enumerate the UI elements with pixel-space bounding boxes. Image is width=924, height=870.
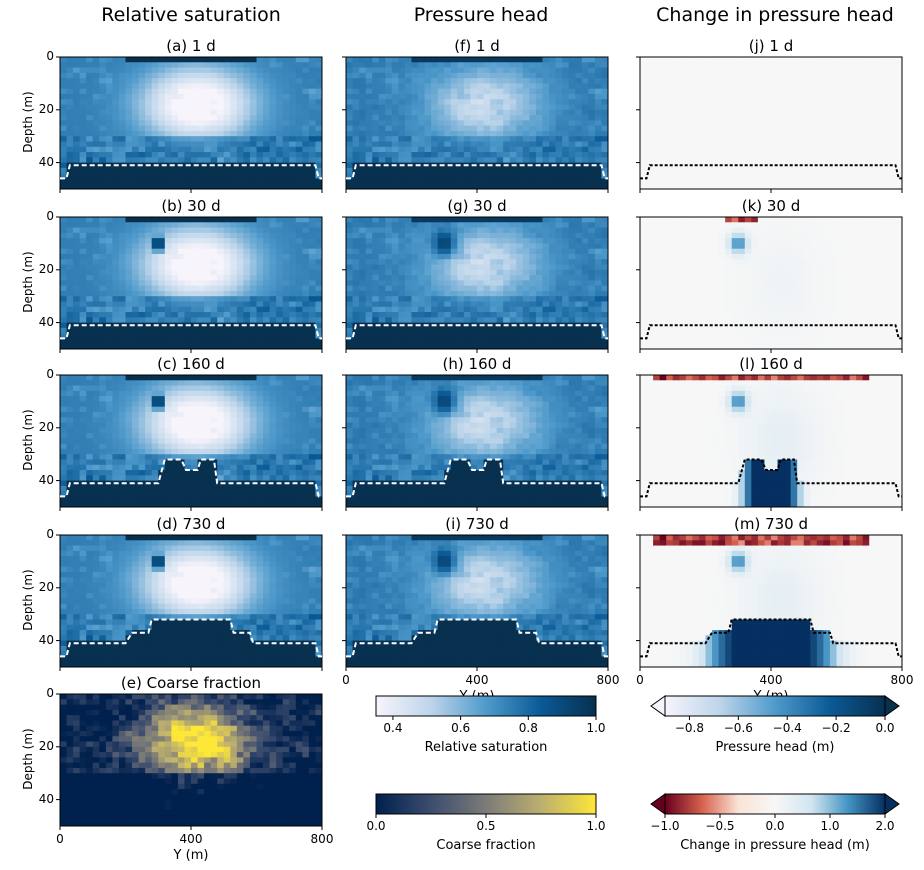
y-tick-label: 40 bbox=[38, 632, 54, 647]
colorbar-tick-label: −0.2 bbox=[821, 721, 851, 735]
colorbar-tick-label: 0.0 bbox=[875, 721, 895, 735]
colorbar-label-coarse: Coarse fraction bbox=[436, 838, 536, 853]
panel-d bbox=[60, 535, 323, 668]
boundary-line-j bbox=[640, 164, 902, 180]
colorbar-tick-label: 0.8 bbox=[518, 721, 538, 735]
panel-title-e: (e) Coarse fraction bbox=[120, 674, 262, 692]
colorbar-extend-low bbox=[650, 793, 666, 815]
panel-m bbox=[640, 535, 903, 668]
y-tick-label: 0 bbox=[46, 686, 54, 700]
boundary-line-m bbox=[640, 618, 902, 658]
colorbar-tick-label: −0.5 bbox=[705, 819, 735, 833]
column-header-pressure: Pressure head bbox=[413, 4, 549, 26]
boundary-line-d bbox=[60, 618, 322, 658]
boundary-line-g bbox=[346, 324, 608, 340]
panel-g bbox=[346, 217, 609, 350]
boundary-line-h bbox=[346, 458, 608, 498]
x-tick-label: 800 bbox=[596, 673, 620, 687]
colorbar-tick-label: −1.0 bbox=[650, 819, 680, 833]
colorbar-tick-label: −0.8 bbox=[674, 721, 704, 735]
colorbar-change bbox=[650, 793, 900, 815]
y-tick-label: 40 bbox=[38, 314, 54, 329]
boundary-line-c bbox=[60, 458, 322, 498]
x-tick-label: 0 bbox=[342, 673, 350, 687]
x-tick-label: 400 bbox=[179, 832, 203, 846]
panel-title-j: (j) 1 d bbox=[748, 37, 794, 55]
x-tick-label: 800 bbox=[310, 832, 334, 846]
colorbar-label-change: Change in pressure head (m) bbox=[680, 838, 870, 853]
panel-title-m: (m) 730 d bbox=[733, 515, 808, 533]
colorbar-tick-label: 0.4 bbox=[383, 721, 403, 735]
y-tick-label: 40 bbox=[38, 472, 54, 487]
colorbar-tick-label: −0.4 bbox=[772, 721, 802, 735]
boundary-line-i bbox=[346, 618, 608, 658]
colorbar-tick-label: 0.0 bbox=[765, 819, 785, 833]
y-tick-label: 20 bbox=[38, 579, 54, 594]
x-tick-label: 800 bbox=[890, 673, 914, 687]
panel-c bbox=[60, 375, 323, 508]
panel-title-h: (h) 160 d bbox=[442, 355, 512, 373]
boundary-line-l bbox=[640, 458, 902, 498]
colorbar-pressure bbox=[650, 695, 900, 717]
x-tick-label: 400 bbox=[759, 673, 783, 687]
panel-title-b: (b) 30 d bbox=[161, 197, 221, 215]
panel-a bbox=[60, 57, 323, 190]
y-tick-label: 0 bbox=[46, 209, 54, 223]
panel-i bbox=[346, 535, 609, 668]
panel-title-a: (a) 1 d bbox=[166, 37, 216, 55]
y-tick-label: 40 bbox=[38, 791, 54, 806]
colorbar-tick-label: 0.0 bbox=[366, 819, 386, 833]
x-tick-label: 400 bbox=[465, 673, 489, 687]
y-tick-label: 20 bbox=[38, 738, 54, 753]
panel-title-k: (k) 30 d bbox=[741, 197, 801, 215]
panel-b bbox=[60, 217, 323, 350]
y-tick-label: 20 bbox=[38, 101, 54, 116]
colorbar-tick-label: 1.0 bbox=[586, 721, 606, 735]
y-tick-label: 20 bbox=[38, 419, 54, 434]
colorbar-saturation bbox=[375, 695, 597, 717]
colorbar-tick-label: −0.6 bbox=[723, 721, 753, 735]
panel-j bbox=[640, 57, 903, 190]
colorbar-label-pressure: Pressure head (m) bbox=[715, 740, 835, 755]
y-tick-label: 0 bbox=[46, 367, 54, 381]
x-tick-label: 0 bbox=[636, 673, 644, 687]
panel-title-g: (g) 30 d bbox=[447, 197, 507, 215]
panel-title-c: (c) 160 d bbox=[157, 355, 225, 373]
colorbar-label-saturation: Relative saturation bbox=[424, 740, 548, 755]
colorbar-extend-low bbox=[650, 695, 666, 717]
colorbar-tick-label: 2.0 bbox=[875, 819, 895, 833]
panel-k bbox=[640, 217, 903, 350]
y-tick-label: 20 bbox=[38, 261, 54, 276]
panel-f bbox=[346, 57, 609, 190]
panel-e bbox=[60, 694, 323, 827]
colorbar-tick-label: 0.6 bbox=[451, 721, 471, 735]
panel-l bbox=[640, 375, 903, 508]
y-tick-label: 0 bbox=[46, 49, 54, 63]
x-axis-label: Y (m) bbox=[173, 848, 209, 863]
y-tick-label: 0 bbox=[46, 527, 54, 541]
column-header-change: Change in pressure head bbox=[656, 4, 894, 26]
colorbar-coarse bbox=[375, 793, 597, 815]
x-tick-label: 0 bbox=[56, 832, 64, 846]
panel-title-d: (d) 730 d bbox=[156, 515, 226, 533]
boundary-line-k bbox=[640, 324, 902, 340]
panel-title-f: (f) 1 d bbox=[454, 37, 500, 55]
panel-h bbox=[346, 375, 609, 508]
y-tick-label: 40 bbox=[38, 154, 54, 169]
colorbar-tick-label: 1.0 bbox=[820, 819, 840, 833]
colorbar-tick-label: 1.0 bbox=[586, 819, 606, 833]
boundary-line-f bbox=[346, 164, 608, 180]
colorbar-extend-high bbox=[884, 793, 900, 815]
colorbar-tick-label: 0.5 bbox=[476, 819, 496, 833]
panel-title-l: (l) 160 d bbox=[739, 355, 803, 373]
colorbar-extend-high bbox=[884, 695, 900, 717]
panel-title-i: (i) 730 d bbox=[445, 515, 509, 533]
column-header-saturation: Relative saturation bbox=[101, 4, 281, 26]
